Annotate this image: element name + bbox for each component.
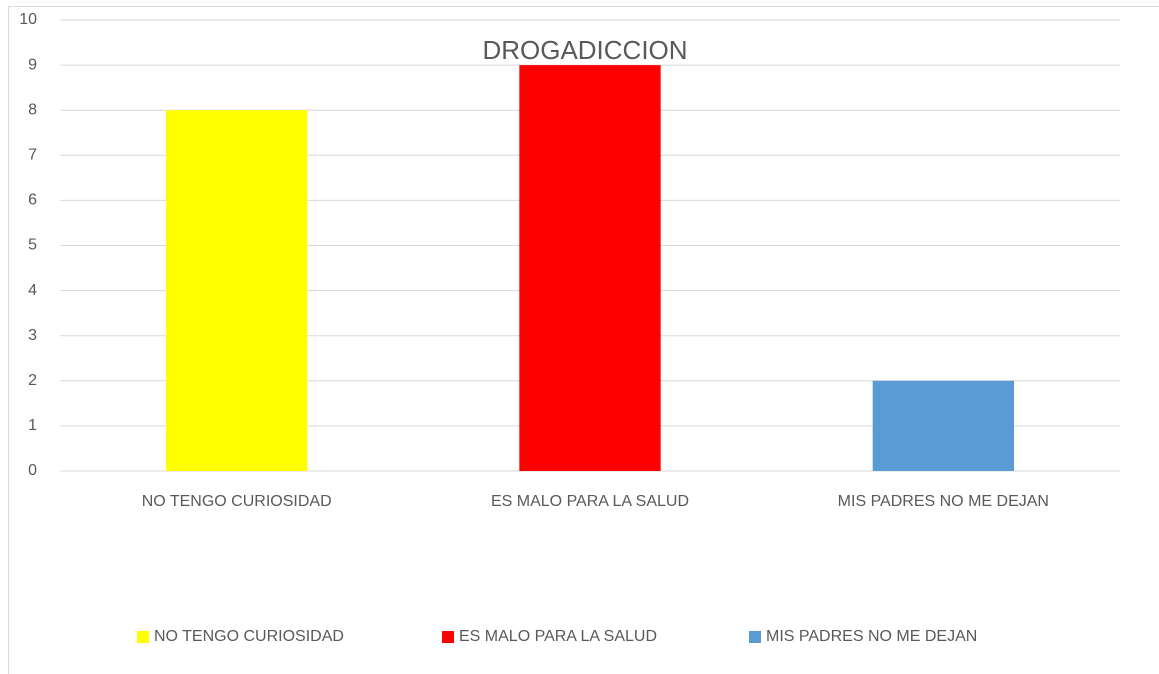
y-tick-label: 2	[28, 372, 37, 389]
bar	[872, 380, 1014, 471]
legend-label: MIS PADRES NO ME DEJAN	[766, 628, 977, 645]
legend-label: NO TENGO CURIOSIDAD	[154, 628, 344, 645]
legend-swatch	[442, 631, 454, 643]
y-tick-label: 3	[28, 327, 37, 344]
y-tick-label: 10	[19, 11, 37, 28]
y-tick-label: 0	[28, 462, 37, 479]
y-tick-label: 8	[28, 101, 37, 118]
x-tick-label: MIS PADRES NO ME DEJAN	[838, 493, 1049, 510]
chart-border	[8, 6, 1159, 674]
y-tick-label: 4	[28, 282, 37, 299]
legend-label: ES MALO PARA LA SALUD	[459, 628, 657, 645]
y-tick-label: 1	[28, 417, 37, 434]
x-tick-label: ES MALO PARA LA SALUD	[491, 493, 689, 510]
bar	[166, 110, 308, 471]
y-tick-label: 6	[28, 192, 37, 209]
chart-title: DROGADICCION	[482, 35, 687, 65]
legend-swatch	[137, 631, 149, 643]
y-tick-label: 9	[28, 56, 37, 73]
x-tick-label: NO TENGO CURIOSIDAD	[142, 493, 332, 510]
y-tick-label: 7	[28, 147, 37, 164]
y-tick-label: 5	[28, 237, 37, 254]
bar	[519, 65, 661, 471]
legend-swatch	[749, 631, 761, 643]
